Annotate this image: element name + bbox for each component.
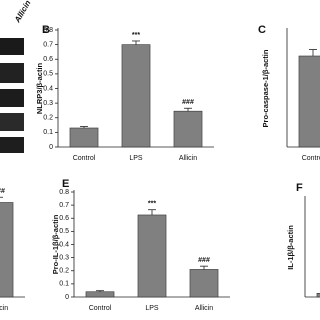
blot-band <box>0 63 24 83</box>
annotation: ### <box>0 188 5 195</box>
y-tick-label: 0.3 <box>59 254 69 261</box>
error-bar <box>132 40 140 45</box>
y-tick-label: 0 <box>65 294 69 301</box>
bar <box>137 214 167 298</box>
panel-letter: B <box>42 24 50 36</box>
y-tick-label: 0.2 <box>59 268 69 275</box>
y-axis-label: Pro-caspase-1/β-actin <box>261 49 270 127</box>
y-tick-label: 0.8 <box>43 27 53 34</box>
western-blot: Allicin <box>0 0 33 153</box>
x-tick-label: Allicin <box>195 305 213 312</box>
y-axis-label: IL-1β/β-actin <box>286 225 295 270</box>
y-tick-label: 0.5 <box>43 71 53 78</box>
annotation: ### <box>182 99 194 106</box>
y-tick-label: 0.4 <box>59 241 69 248</box>
y-axis-label: Pro-IL-1β/β-actin <box>51 214 60 274</box>
annotation: *** <box>148 201 156 208</box>
x-tick-label: Allicin <box>0 305 8 312</box>
x-tick-label: LPS <box>129 155 143 162</box>
panel-letter: E <box>62 178 69 190</box>
blot-band <box>0 38 24 55</box>
y-tick-label: 0.5 <box>59 228 69 235</box>
y-tick-label: 0.1 <box>43 129 53 136</box>
y-tick-label: 0 <box>49 144 53 151</box>
bar <box>189 269 219 298</box>
y-tick-label: 0.3 <box>43 100 53 107</box>
x-tick-label: Control <box>73 155 96 162</box>
y-tick-label: 0.7 <box>43 41 53 48</box>
blot-label: Allicin <box>12 0 32 25</box>
error-bar <box>184 107 192 112</box>
bar <box>0 202 14 298</box>
y-tick-label: 0.6 <box>59 215 69 222</box>
panel-letter: C <box>258 24 266 36</box>
panel-letter: F <box>296 182 303 194</box>
bar <box>85 291 115 298</box>
blot-band <box>0 89 24 107</box>
error-bar <box>96 290 104 292</box>
annotation: *** <box>132 32 140 39</box>
annotation: ### <box>198 257 210 264</box>
bar <box>69 127 99 148</box>
y-tick-label: 0.2 <box>43 115 53 122</box>
blot-band <box>0 137 24 153</box>
bar <box>316 292 320 298</box>
x-tick-label: Allicin <box>179 155 197 162</box>
error-bar <box>148 209 156 215</box>
x-tick-label: LPS <box>145 305 159 312</box>
y-tick-label: 0.6 <box>43 56 53 63</box>
blot-band <box>0 113 24 131</box>
y-axis-label: NLRP3/β-actin <box>35 62 44 114</box>
error-bar <box>309 49 317 56</box>
bar <box>121 44 151 148</box>
y-tick-label: 0.4 <box>43 85 53 92</box>
x-tick-label: Control <box>89 305 112 312</box>
error-bar <box>0 196 3 198</box>
y-tick-label: 0.8 <box>59 189 69 196</box>
bar <box>173 110 203 148</box>
y-tick-label: 0.1 <box>59 281 69 288</box>
x-tick-label: Control <box>302 155 320 162</box>
error-bar <box>80 126 88 128</box>
error-bar <box>200 265 208 270</box>
y-tick-label: 0.7 <box>59 202 69 209</box>
bar <box>298 55 320 148</box>
